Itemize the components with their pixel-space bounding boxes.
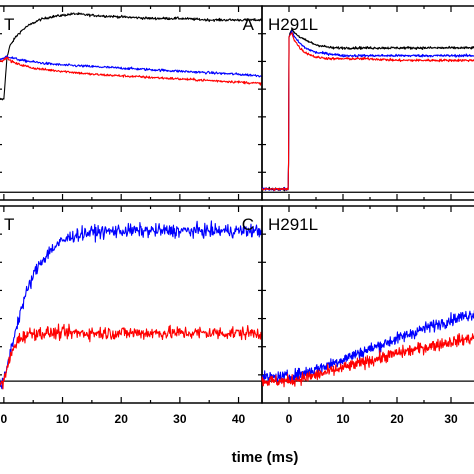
x-tick-label: 20	[115, 412, 129, 426]
x-tick-label: 0	[1, 412, 8, 426]
panel-label-left: T	[4, 15, 14, 34]
panel-label-left: H291L	[268, 15, 318, 34]
panel-label-left: T	[4, 215, 14, 234]
series-trace-2	[261, 30, 474, 192]
series-trace-2	[261, 332, 474, 388]
panel-d: H291L	[261, 205, 474, 404]
series-trace-3	[261, 32, 474, 192]
series-trace-1	[261, 28, 474, 192]
x-tick-label: 10	[56, 412, 70, 426]
series-trace-2	[0, 55, 263, 78]
panel-frame	[261, 205, 474, 404]
x-tick-label: 0	[286, 412, 293, 426]
x-tick-label: 30	[444, 412, 458, 426]
panel-label-left: H291L	[268, 215, 318, 234]
panel-frame	[0, 205, 263, 404]
series-trace-2	[0, 323, 263, 390]
x-axis-title: time (ms)	[232, 449, 299, 466]
panel-label-right: A	[243, 15, 255, 34]
panel-b: H291L	[261, 5, 474, 201]
panel-label-right: C	[242, 215, 254, 234]
series-trace-3	[0, 56, 263, 86]
x-tick-label: 30	[173, 412, 187, 426]
panel-frame	[0, 5, 263, 201]
series-trace-1	[261, 310, 474, 385]
series-trace-1	[0, 220, 263, 390]
x-tick-labels: 0 10 20 30 40 0 10 20 30	[1, 412, 458, 426]
x-tick-label: 40	[232, 412, 246, 426]
series-trace-1	[0, 12, 263, 101]
x-tick-label: 10	[336, 412, 350, 426]
x-tick-label: 20	[390, 412, 404, 426]
